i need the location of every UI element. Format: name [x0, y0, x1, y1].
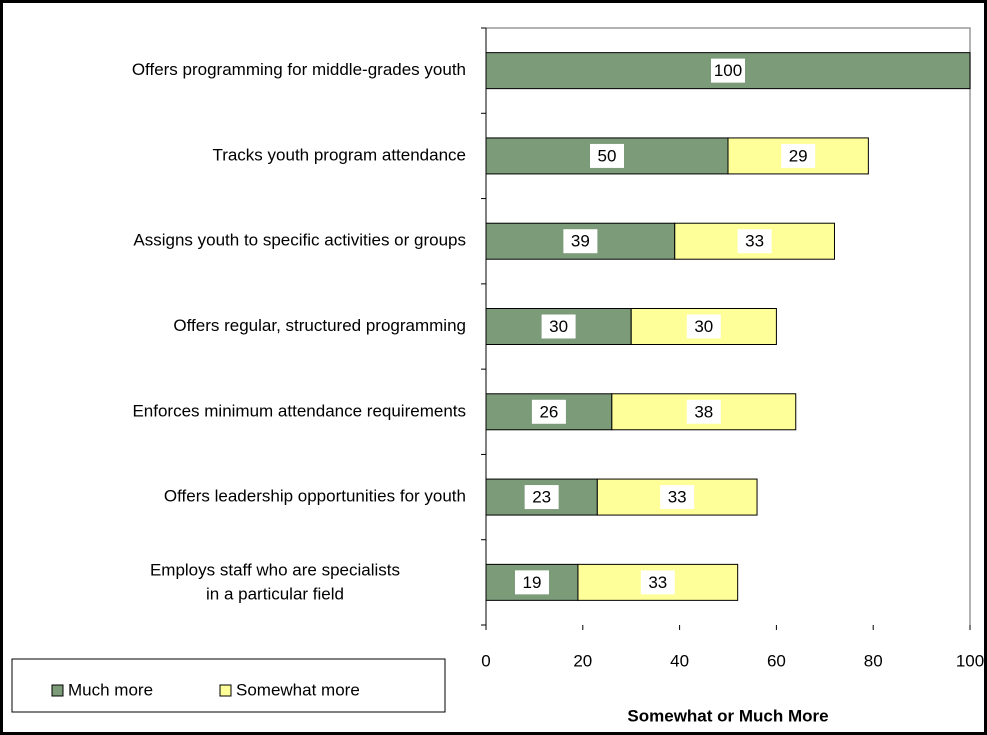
x-axis-title: Somewhat or Much More [627, 706, 828, 725]
y-tick-label: Tracks youth program attendance [212, 145, 466, 164]
value-label: 26 [539, 402, 558, 421]
plot-border [486, 27, 971, 625]
y-tick-label: Offers leadership opportunities for yout… [164, 487, 466, 506]
y-tick-label: Employs staff who are specialists in a pa… [150, 561, 400, 604]
x-tick-label: 20 [573, 651, 592, 670]
value-label-bg [531, 399, 566, 424]
value-label-bg [660, 485, 695, 510]
y-tick-label: Offers regular, structured programming [173, 316, 466, 335]
value-label-bg [686, 399, 721, 424]
value-label: 30 [694, 317, 713, 336]
value-label-bg [541, 314, 576, 339]
value-label: 23 [532, 488, 551, 507]
x-tick-label: 40 [670, 651, 689, 670]
y-tick-label: Assigns youth to specific activities or … [133, 231, 466, 250]
x-tick-label: 80 [864, 651, 883, 670]
value-label-bg [711, 58, 745, 83]
value-label-bg [781, 143, 816, 168]
legend-swatch [51, 684, 64, 697]
legend-swatch [219, 684, 232, 697]
value-label-bg [590, 143, 624, 168]
value-label: 100 [714, 61, 742, 80]
x-tick-label: 100 [956, 651, 984, 670]
legend-label: Somewhat more [236, 680, 360, 699]
value-label-bg [563, 229, 598, 254]
value-label-bg [514, 570, 549, 595]
value-label-bg [640, 570, 675, 595]
value-label: 29 [789, 146, 808, 165]
y-tick-label: Offers programming for middle-grades you… [132, 60, 466, 79]
value-label: 19 [523, 573, 542, 592]
x-tick-label: 0 [481, 651, 490, 670]
value-label-bg [524, 485, 559, 510]
value-label: 38 [694, 402, 713, 421]
value-label: 39 [571, 232, 590, 251]
value-label: 50 [598, 146, 617, 165]
value-label: 33 [745, 232, 764, 251]
legend-label: Much more [68, 680, 153, 699]
value-label-bg [737, 229, 772, 254]
x-tick-label: 60 [767, 651, 786, 670]
value-label: 33 [648, 573, 667, 592]
value-label: 30 [549, 317, 568, 336]
value-label: 33 [668, 488, 687, 507]
y-tick-label: Enforces minimum attendance requirements [132, 401, 466, 420]
value-label-bg [686, 314, 721, 339]
